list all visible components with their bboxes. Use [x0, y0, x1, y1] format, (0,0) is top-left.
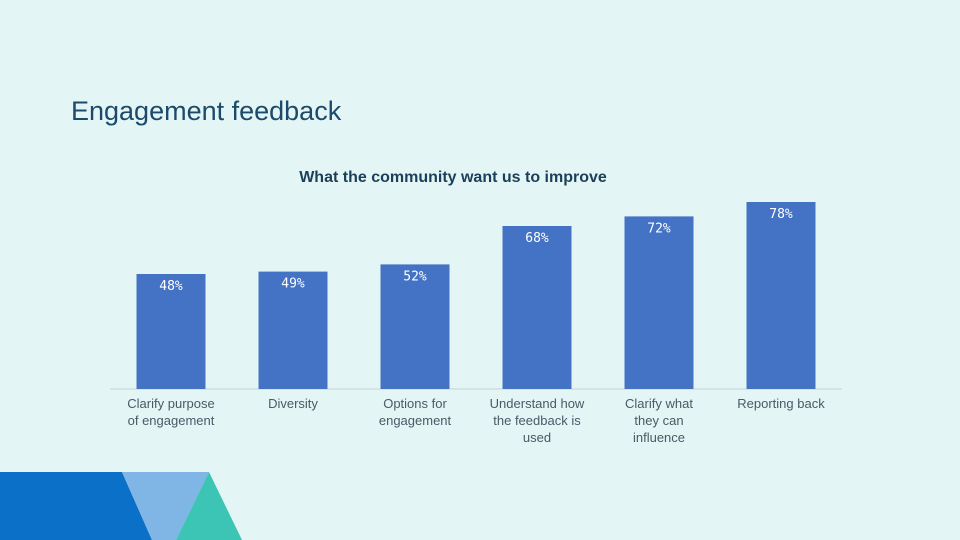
bar: [746, 202, 816, 389]
decor-teal-shape: [176, 472, 242, 540]
bar-value-label: 52%: [403, 269, 427, 284]
bar: [624, 216, 694, 389]
bar-value-label: 49%: [281, 277, 305, 292]
bar: [258, 271, 328, 389]
decor-dark-blue-shape: [0, 472, 152, 540]
bar: [502, 226, 572, 389]
chart-title: What the community want us to improve: [299, 169, 607, 186]
bar-value-label: 78%: [769, 207, 793, 222]
category-label: Understand how the feedback is used: [490, 396, 585, 445]
bar: [380, 264, 450, 389]
bar-value-label: 68%: [525, 231, 549, 246]
category-label: Clarify what they can influence: [625, 396, 693, 445]
bar-value-label: 72%: [647, 221, 671, 236]
category-label: Diversity: [268, 396, 318, 411]
slide-title: Engagement feedback: [71, 96, 342, 126]
category-label: Reporting back: [737, 396, 825, 411]
category-label: Options for engagement: [379, 396, 452, 428]
category-label: Clarify purpose of engagement: [127, 396, 214, 428]
decor-light-blue-shape: [122, 472, 209, 540]
bar: [136, 274, 206, 389]
bar-value-label: 48%: [159, 279, 183, 294]
